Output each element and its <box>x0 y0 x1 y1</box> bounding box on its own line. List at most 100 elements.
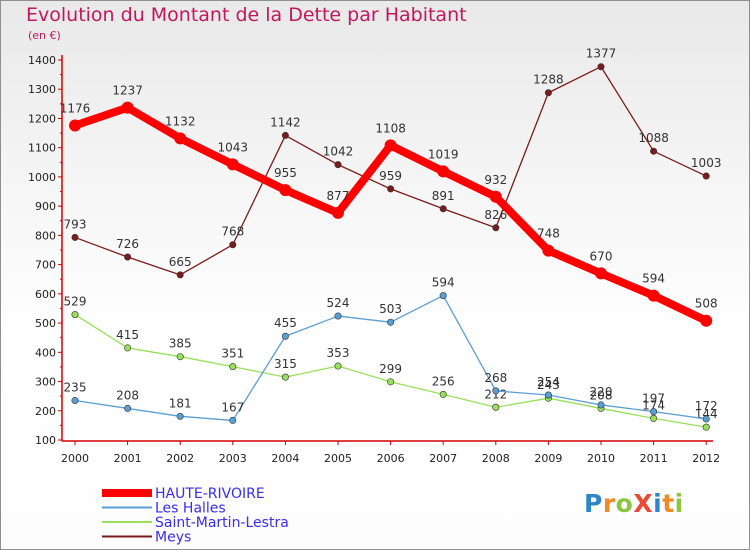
data-point-meys <box>176 271 184 279</box>
data-label-meys: 665 <box>169 255 192 269</box>
y-tick-label: 1300 <box>28 83 56 96</box>
data-point-saint-martin-lestra <box>439 390 447 398</box>
data-point-les-halles <box>439 292 447 300</box>
y-tick-label: 400 <box>35 346 56 359</box>
y-tick-label: 500 <box>35 317 56 330</box>
x-tick-label: 2008 <box>482 452 510 465</box>
data-point-meys <box>334 161 342 169</box>
data-point-les-halles <box>650 408 658 416</box>
data-label-haute-rivoire: 508 <box>695 297 718 311</box>
data-point-saint-martin-lestra <box>650 414 658 422</box>
y-tick-label: 800 <box>35 229 56 242</box>
data-label-les-halles: 220 <box>590 385 613 399</box>
data-label-meys: 768 <box>221 225 244 239</box>
x-tick-label: 2009 <box>534 452 562 465</box>
data-label-les-halles: 503 <box>379 302 402 316</box>
y-tick-label: 1000 <box>28 171 56 184</box>
data-label-les-halles: 235 <box>64 381 87 395</box>
data-label-meys: 1288 <box>533 73 564 87</box>
data-label-saint-martin-lestra: 385 <box>169 337 192 351</box>
data-label-les-halles: 172 <box>695 399 718 413</box>
x-tick-label: 2006 <box>377 452 405 465</box>
y-tick-label: 900 <box>35 200 56 213</box>
data-point-meys <box>387 185 395 193</box>
data-label-haute-rivoire: 594 <box>642 272 665 286</box>
x-tick-label: 2012 <box>692 452 720 465</box>
data-point-haute-rivoire <box>332 206 344 219</box>
data-point-haute-rivoire <box>69 119 81 132</box>
data-point-saint-martin-lestra <box>281 373 289 381</box>
data-point-les-halles <box>597 401 605 409</box>
data-label-saint-martin-lestra: 315 <box>274 357 297 371</box>
data-point-meys <box>702 172 710 180</box>
x-tick-label: 2001 <box>114 452 142 465</box>
data-label-meys: 826 <box>484 208 507 222</box>
data-label-saint-martin-lestra: 353 <box>327 346 350 360</box>
data-point-haute-rivoire <box>595 267 607 280</box>
y-tick-label: 200 <box>35 405 56 418</box>
data-label-les-halles: 524 <box>327 296 350 310</box>
y-tick-label: 100 <box>35 434 56 447</box>
data-point-les-halles <box>71 397 79 405</box>
x-tick-label: 2007 <box>429 452 457 465</box>
data-point-les-halles <box>544 391 552 399</box>
data-label-haute-rivoire: 877 <box>327 189 350 203</box>
data-label-saint-martin-lestra: 299 <box>379 362 402 376</box>
data-point-les-halles <box>229 416 237 424</box>
proxiti-logo: ProXiti <box>584 489 684 518</box>
data-point-saint-martin-lestra <box>387 378 395 386</box>
data-label-saint-martin-lestra: 174 <box>642 398 665 412</box>
data-point-haute-rivoire <box>489 190 502 203</box>
data-point-les-halles <box>281 332 289 340</box>
chart-title: Evolution du Montant de la Dette par Hab… <box>26 4 467 26</box>
data-point-meys <box>71 233 79 241</box>
data-point-les-halles <box>334 312 342 320</box>
data-label-les-halles: 268 <box>484 371 507 385</box>
data-point-haute-rivoire <box>700 314 713 327</box>
data-label-les-halles: 197 <box>642 392 665 406</box>
data-label-les-halles: 254 <box>537 375 560 389</box>
x-tick-label: 2011 <box>640 452 668 465</box>
data-label-saint-martin-lestra: 256 <box>432 374 455 388</box>
data-point-haute-rivoire <box>121 101 134 114</box>
data-label-haute-rivoire: 1108 <box>375 121 406 135</box>
data-point-meys <box>281 131 289 139</box>
data-label-les-halles: 594 <box>432 276 455 290</box>
data-point-haute-rivoire <box>279 184 292 197</box>
x-tick-label: 2002 <box>166 452 194 465</box>
data-point-haute-rivoire <box>437 165 450 178</box>
data-label-haute-rivoire: 748 <box>537 227 560 241</box>
data-point-haute-rivoire <box>226 158 239 171</box>
data-label-les-halles: 181 <box>169 396 192 410</box>
y-tick-label: 300 <box>35 376 56 389</box>
data-label-meys: 726 <box>116 237 139 251</box>
x-tick-label: 2003 <box>219 452 247 465</box>
data-point-saint-martin-lestra <box>124 344 132 352</box>
x-tick-label: 2010 <box>587 452 615 465</box>
data-point-haute-rivoire <box>174 132 187 145</box>
data-label-saint-martin-lestra: 243 <box>537 378 560 392</box>
y-tick-label: 1100 <box>28 142 56 155</box>
data-label-saint-martin-lestra: 351 <box>221 347 244 361</box>
data-point-les-halles <box>387 318 395 326</box>
data-label-les-halles: 455 <box>274 316 297 330</box>
unit-label: (en €) <box>28 29 61 42</box>
data-point-haute-rivoire <box>647 289 660 302</box>
data-point-les-halles <box>492 387 500 395</box>
data-label-meys: 959 <box>379 169 402 183</box>
data-point-meys <box>124 253 132 261</box>
data-point-saint-martin-lestra <box>176 353 184 361</box>
data-label-meys: 1088 <box>638 131 669 145</box>
data-point-saint-martin-lestra <box>702 423 710 431</box>
data-label-meys: 1042 <box>323 145 354 159</box>
legend-label-saint-martin-lestra: Saint-Martin-Lestra <box>155 515 289 531</box>
data-point-haute-rivoire <box>384 139 397 152</box>
data-label-saint-martin-lestra: 529 <box>64 295 87 309</box>
x-tick-label: 2005 <box>324 452 352 465</box>
data-label-haute-rivoire: 1043 <box>218 140 249 154</box>
legend-label-haute-rivoire: HAUTE-RIVOIRE <box>155 486 265 502</box>
data-label-meys: 891 <box>432 189 455 203</box>
data-point-haute-rivoire <box>542 244 555 257</box>
data-point-meys <box>650 147 658 155</box>
